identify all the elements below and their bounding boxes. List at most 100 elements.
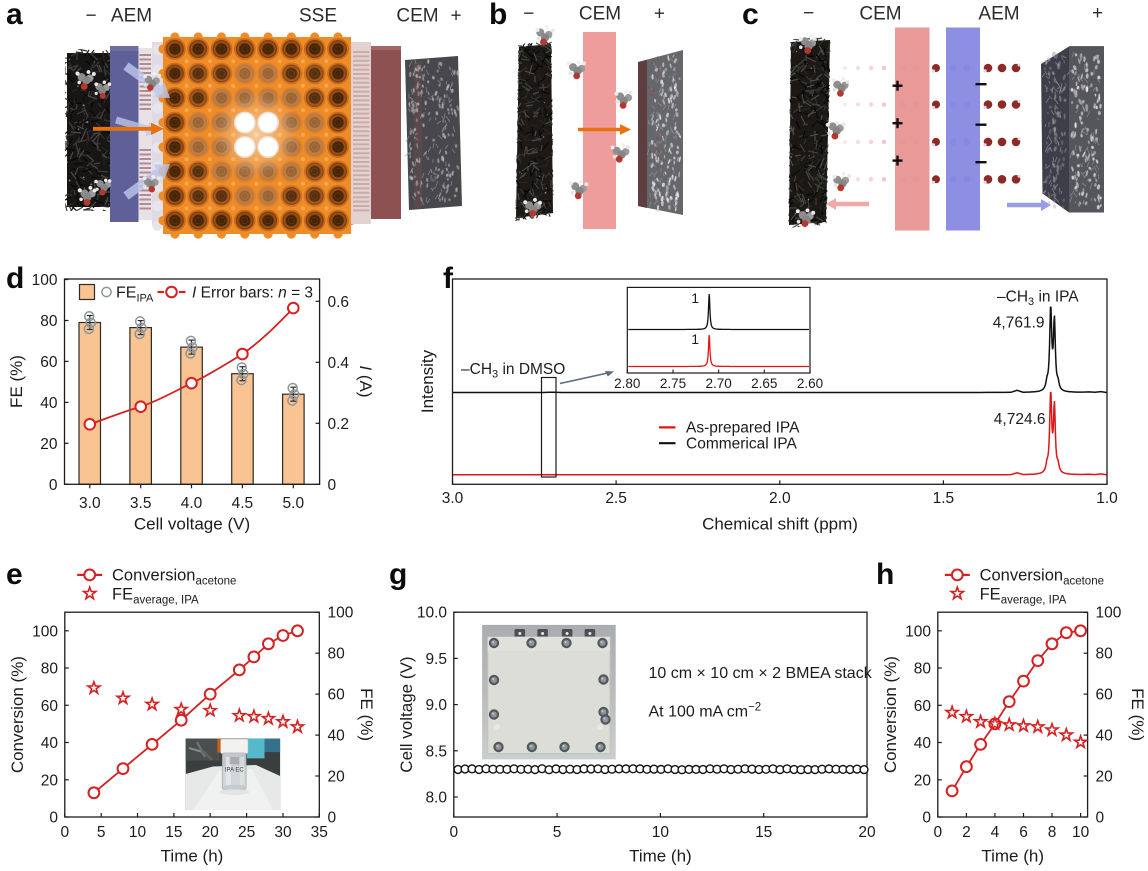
- svg-text:1.5: 1.5: [933, 490, 955, 507]
- svg-text:100: 100: [32, 272, 58, 289]
- svg-text:4.0: 4.0: [181, 495, 203, 512]
- svg-text:40: 40: [1096, 728, 1114, 745]
- svg-text:60: 60: [328, 687, 346, 704]
- svg-text:h: h: [876, 558, 894, 591]
- svg-text:10: 10: [1072, 824, 1090, 841]
- svg-text:3.0: 3.0: [79, 495, 101, 512]
- svg-text:20: 20: [328, 769, 346, 786]
- svg-text:80: 80: [328, 646, 346, 663]
- svg-text:30: 30: [274, 824, 292, 841]
- svg-text:AEM: AEM: [111, 6, 152, 27]
- svg-text:Intensity: Intensity: [418, 349, 437, 413]
- svg-text:0: 0: [449, 824, 458, 841]
- svg-text:c: c: [742, 0, 759, 31]
- svg-text:40: 40: [914, 735, 932, 752]
- svg-text:e: e: [6, 558, 23, 591]
- svg-text:60: 60: [41, 698, 59, 715]
- svg-text:Chemical shift (ppm): Chemical shift (ppm): [702, 515, 858, 534]
- svg-text:0: 0: [60, 824, 69, 841]
- svg-text:f: f: [443, 262, 454, 295]
- svg-text:I (A): I (A): [356, 365, 375, 397]
- svg-text:10: 10: [129, 824, 147, 841]
- svg-text:0: 0: [328, 810, 337, 827]
- svg-text:IPA EC: IPA EC: [225, 768, 245, 774]
- svg-text:+: +: [450, 6, 461, 27]
- svg-text:0: 0: [49, 477, 58, 494]
- svg-text:g: g: [389, 558, 407, 591]
- svg-text:2.5: 2.5: [605, 490, 627, 507]
- svg-text:20: 20: [1096, 769, 1114, 786]
- svg-text:4,724.6: 4,724.6: [994, 411, 1046, 428]
- svg-text:2.80: 2.80: [614, 376, 640, 391]
- svg-text:b: b: [489, 0, 507, 31]
- svg-text:d: d: [6, 262, 24, 295]
- svg-text:0.6: 0.6: [328, 294, 350, 311]
- svg-text:3.0: 3.0: [442, 490, 464, 507]
- svg-text:CEM: CEM: [396, 6, 438, 27]
- svg-text:+: +: [1092, 3, 1103, 24]
- svg-text:80: 80: [1096, 646, 1114, 663]
- svg-text:8.5: 8.5: [425, 743, 447, 760]
- svg-text:As-prepared IPA: As-prepared IPA: [686, 420, 800, 437]
- svg-text:2.60: 2.60: [797, 376, 823, 391]
- svg-text:80: 80: [40, 313, 58, 330]
- svg-text:8.0: 8.0: [425, 790, 447, 807]
- svg-text:20: 20: [202, 824, 220, 841]
- svg-text:−: −: [523, 4, 534, 25]
- svg-text:25: 25: [238, 824, 255, 841]
- svg-text:a: a: [6, 0, 23, 31]
- svg-text:100: 100: [32, 623, 58, 640]
- svg-text:FE (%): FE (%): [1128, 688, 1147, 741]
- svg-text:0: 0: [933, 824, 942, 841]
- svg-text:+: +: [654, 4, 665, 25]
- svg-text:CEM: CEM: [579, 4, 621, 25]
- svg-text:FE (%): FE (%): [7, 355, 26, 408]
- svg-text:80: 80: [914, 661, 932, 678]
- svg-text:10: 10: [652, 824, 670, 841]
- svg-text:10 cm × 10 cm × 2 BMEA stack: 10 cm × 10 cm × 2 BMEA stack: [649, 665, 873, 682]
- svg-text:5.0: 5.0: [283, 495, 305, 512]
- svg-text:5: 5: [553, 824, 562, 841]
- svg-text:4,761.9: 4,761.9: [993, 315, 1045, 332]
- svg-text:Time (h): Time (h): [629, 847, 692, 866]
- svg-text:8: 8: [1048, 824, 1057, 841]
- svg-text:0: 0: [1096, 810, 1105, 827]
- svg-text:Conversion (%): Conversion (%): [8, 656, 27, 773]
- svg-text:5: 5: [97, 824, 106, 841]
- svg-text:0: 0: [328, 477, 337, 494]
- svg-text:15: 15: [755, 824, 772, 841]
- svg-text:1.0: 1.0: [1096, 490, 1118, 507]
- svg-text:100: 100: [905, 623, 931, 640]
- svg-text:6: 6: [1019, 824, 1028, 841]
- svg-text:I Error bars: n = 3: I Error bars: n = 3: [192, 285, 313, 302]
- svg-text:Time (h): Time (h): [161, 847, 224, 866]
- svg-text:Commerical IPA: Commerical IPA: [686, 435, 797, 452]
- svg-text:35: 35: [311, 824, 328, 841]
- svg-text:60: 60: [914, 698, 932, 715]
- svg-text:−: −: [85, 6, 96, 27]
- svg-text:AEM: AEM: [978, 4, 1019, 25]
- svg-text:At 100 mA cm−2: At 100 mA cm−2: [649, 702, 762, 721]
- svg-text:60: 60: [1096, 687, 1114, 704]
- svg-text:2.65: 2.65: [751, 376, 777, 391]
- svg-text:–CH3 in IPA: –CH3 in IPA: [997, 289, 1079, 309]
- svg-text:3.5: 3.5: [130, 495, 152, 512]
- svg-text:40: 40: [40, 395, 58, 412]
- svg-text:15: 15: [165, 824, 182, 841]
- svg-text:9.5: 9.5: [425, 651, 447, 668]
- svg-text:1: 1: [691, 331, 699, 347]
- svg-text:40: 40: [41, 735, 59, 752]
- svg-text:0.4: 0.4: [328, 355, 350, 372]
- svg-text:−: −: [803, 3, 814, 24]
- svg-text:100: 100: [1096, 605, 1122, 622]
- svg-text:0.2: 0.2: [328, 416, 350, 433]
- svg-text:2.75: 2.75: [660, 376, 686, 391]
- svg-text:Conversion (%): Conversion (%): [881, 656, 900, 773]
- svg-text:1: 1: [691, 290, 699, 306]
- svg-text:60: 60: [40, 354, 58, 371]
- svg-text:SSE: SSE: [299, 6, 337, 27]
- svg-text:40: 40: [328, 728, 346, 745]
- svg-text:FE (%): FE (%): [357, 688, 376, 741]
- svg-text:–CH3 in DMSO: –CH3 in DMSO: [461, 361, 565, 381]
- svg-text:2: 2: [962, 824, 971, 841]
